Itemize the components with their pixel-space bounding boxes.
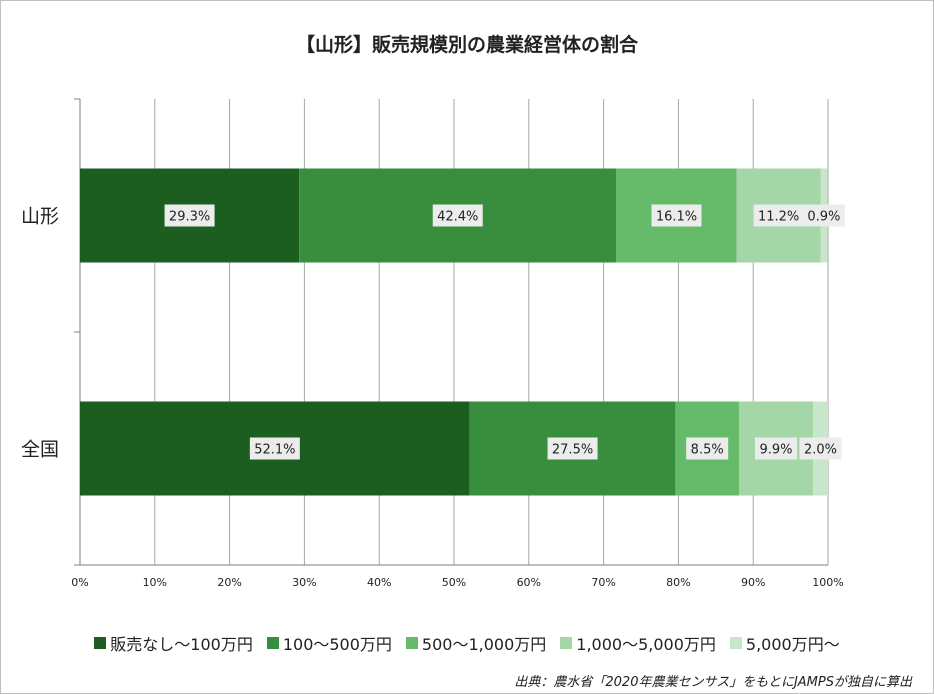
legend-item: 100～500万円 [266, 631, 392, 655]
legend-label: 5,000万円～ [745, 635, 840, 654]
x-tick-label: 90% [741, 576, 765, 589]
data-label: 11.2% [758, 210, 799, 225]
x-tick-label: 20% [217, 576, 241, 589]
data-label: 42.4% [437, 210, 478, 225]
legend-swatch [405, 637, 418, 649]
legend-label: 1,000～5,000万円 [576, 635, 716, 654]
x-tick-label: 70% [591, 576, 615, 589]
chart-title: 【山形】販売規模別の農業経営体の割合 [295, 34, 638, 56]
x-tick-label: 30% [292, 576, 316, 589]
data-label: 52.1% [254, 443, 295, 458]
data-label: 16.1% [656, 210, 697, 225]
category-label: 全国 [21, 439, 59, 461]
x-tick-label: 80% [666, 576, 690, 589]
x-tick-label: 40% [367, 576, 391, 589]
legend-label: 500～1,000万円 [421, 635, 547, 654]
legend-item: 販売なし～100万円 [94, 631, 253, 655]
legend-swatch [94, 637, 107, 649]
data-label-bg [753, 204, 804, 227]
legend-item: 1,000～5,000万円 [560, 631, 716, 655]
legend-label: 100～500万円 [282, 635, 392, 654]
legend-label: 販売なし～100万円 [110, 635, 253, 654]
x-tick-label: 60% [517, 576, 541, 589]
data-label-bg [686, 437, 729, 460]
category-label: 山形 [21, 206, 59, 228]
data-label: 29.3% [169, 210, 210, 225]
data-label: 8.5% [691, 443, 724, 458]
legend-item: 5,000万円～ [729, 631, 840, 655]
source-note: 出典：農水省「2020年農業センサス」をもとにJAMPSが独自に算出 [514, 675, 912, 690]
data-label-bg [249, 437, 300, 460]
x-tick-label: 0% [71, 576, 88, 589]
legend-item: 500～1,000万円 [405, 631, 547, 655]
data-label: 0.9% [807, 210, 840, 225]
x-tick-label: 100% [812, 576, 843, 589]
x-tick-label: 50% [442, 576, 466, 589]
data-label-bg [799, 437, 842, 460]
data-label: 2.0% [804, 443, 837, 458]
data-label-bg [547, 437, 598, 460]
legend-swatch [729, 637, 742, 649]
data-label-bg [802, 204, 845, 227]
data-label: 9.9% [759, 443, 792, 458]
data-label-bg [651, 204, 702, 227]
data-label-bg [164, 204, 215, 227]
data-label-bg [755, 437, 798, 460]
data-label-bg [432, 204, 483, 227]
legend-swatch [266, 637, 279, 649]
data-label: 27.5% [552, 443, 593, 458]
x-tick-label: 10% [143, 576, 167, 589]
legend: 販売なし～100万円 100～500万円 500～1,000万円 1,000～5,00… [0, 631, 934, 655]
legend-swatch [560, 637, 573, 649]
